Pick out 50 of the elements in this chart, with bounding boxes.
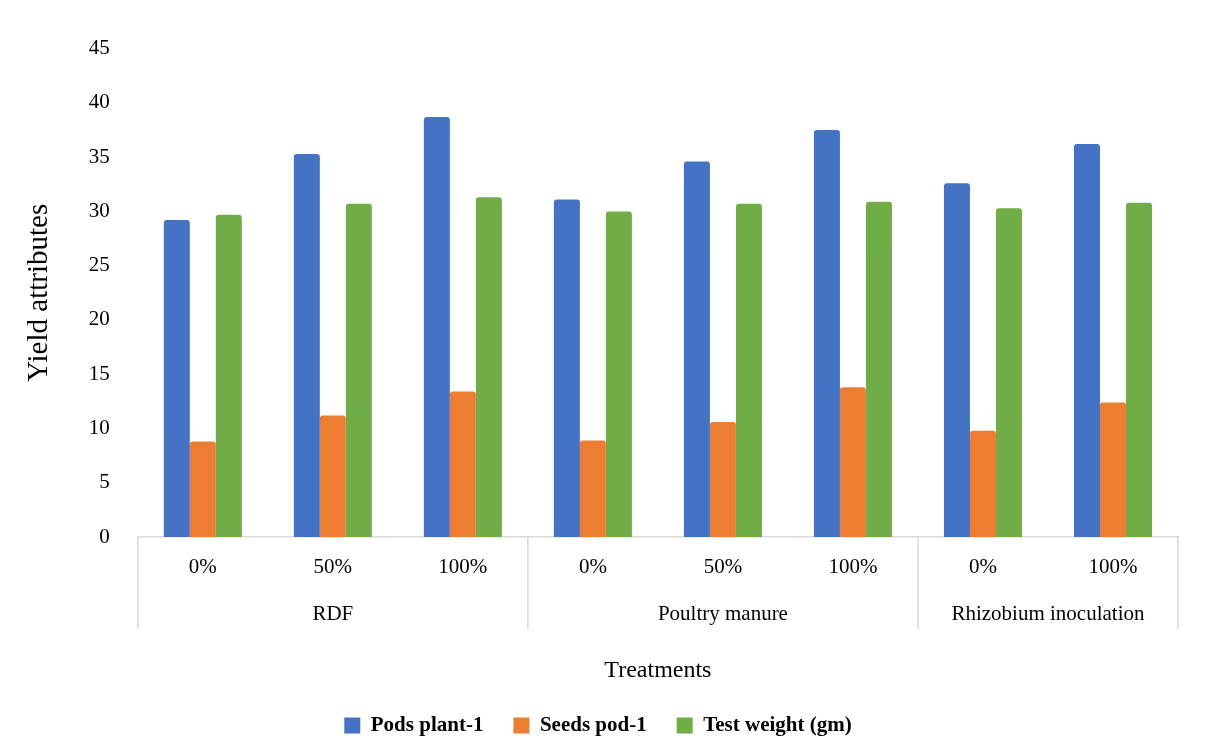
x-tick-label: 100% [828,554,878,579]
bar [215,214,242,537]
bar [605,211,632,537]
bar [579,440,606,537]
y-tick-label: 0 [99,523,110,548]
text: Rhizobium inoculation [951,600,1145,625]
text: RDF [312,600,354,625]
bar [319,415,346,537]
x-tick-label: 100% [438,554,488,579]
bar [449,391,476,537]
bar [995,208,1022,537]
bar [813,130,840,537]
bar [709,421,736,537]
y-axis-title: Yield attributes [21,203,54,382]
bar [735,203,762,537]
y-tick-label: 25 [88,252,110,277]
bar [969,430,996,537]
x-tick-label: 100% [1088,554,1138,579]
bar [163,220,190,537]
legend-label: Test weight (gm) [703,711,852,736]
text: Poultry manure [657,600,788,625]
legend-label: Pods plant-1 [370,711,484,736]
bar [865,201,892,537]
x-tick-label: 0% [188,554,217,579]
y-tick-label: 30 [88,197,110,222]
bar [293,153,320,537]
bar [475,197,502,537]
bar [839,387,866,537]
legend-label: Seeds pod-1 [539,711,647,736]
x-tick-label: 50% [313,554,353,579]
bar [189,441,216,537]
y-tick-label: 5 [99,469,110,494]
x-tick-label: 50% [703,554,743,579]
y-tick-label: 20 [88,306,110,331]
bar [1125,202,1152,537]
y-tick-label: 35 [88,143,110,168]
y-tick-label: 45 [88,35,110,60]
x-tick-label: 0% [968,554,997,579]
bar [683,161,710,537]
y-tick-label: 40 [88,89,110,114]
bar [345,203,372,537]
y-tick-label: 10 [88,414,110,439]
bar [1099,402,1126,537]
bar [553,199,580,537]
bar [943,183,970,537]
bar [1073,144,1100,537]
x-axis-title: Treatments [604,655,712,682]
x-tick-label: 0% [578,554,607,579]
y-tick-label: 15 [88,360,110,385]
bar [423,116,450,537]
